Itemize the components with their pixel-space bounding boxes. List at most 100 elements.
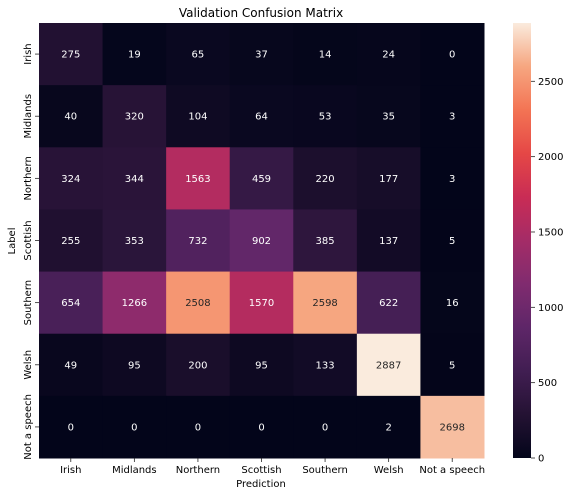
- cell-value-label: 220: [316, 174, 335, 185]
- colorbar: [513, 23, 531, 458]
- heatmap-cell: [420, 147, 485, 210]
- heatmap-cell: [166, 395, 231, 459]
- heatmap-cell: [420, 271, 485, 335]
- heatmap-cell: [293, 147, 358, 210]
- heatmap-cell: [293, 395, 358, 459]
- cell-value-label: 49: [64, 360, 77, 371]
- cell-value-label: 104: [188, 112, 207, 123]
- cell-value-label: 14: [319, 50, 332, 61]
- y-tick-label: Not a speech: [23, 394, 34, 460]
- x-tick-label: Northern: [176, 465, 220, 476]
- cell-value-label: 0: [131, 422, 137, 433]
- heatmap-cell: [102, 333, 167, 397]
- heatmap-cell: [39, 395, 104, 459]
- cell-value-label: 902: [252, 236, 271, 247]
- chart-title: Validation Confusion Matrix: [179, 6, 343, 20]
- heatmap-cell: [102, 271, 167, 335]
- cell-value-label: 35: [382, 112, 395, 123]
- cell-value-label: 1563: [185, 174, 210, 185]
- heatmap-cell: [102, 395, 167, 459]
- heatmap-cell: [39, 147, 104, 210]
- y-tick-labels: Irish Midlands Northern Scottish Southern Wel…: [23, 43, 39, 460]
- cell-value-label: 2598: [312, 298, 337, 309]
- cell-value-label: 40: [64, 112, 77, 123]
- x-tick-labels: Irish Midlands Northern Scottish Southern Wel…: [60, 458, 485, 476]
- heatmap-cell: [229, 85, 294, 148]
- heatmap-cell: [356, 147, 421, 210]
- cell-value-label: 0: [195, 422, 201, 433]
- heatmap-cell: [356, 209, 421, 273]
- cell-value-label: 344: [125, 174, 144, 185]
- y-tick-label: Irish: [23, 43, 34, 64]
- heatmap-cell: [356, 23, 421, 86]
- y-tick-label: Welsh: [23, 350, 34, 380]
- cell-value-label: 95: [128, 360, 141, 371]
- heatmap-cell: [356, 271, 421, 335]
- heatmap-cell: [356, 333, 421, 397]
- cell-value-label: 24: [382, 50, 395, 61]
- heatmap-cell: [102, 147, 167, 210]
- cell-value-label: 2698: [439, 422, 464, 433]
- cell-value-label: 1570: [249, 298, 274, 309]
- heatmap-cell: [356, 85, 421, 148]
- heatmap-cell: [293, 333, 358, 397]
- cell-value-label: 0: [258, 422, 264, 433]
- x-tick-label: Welsh: [374, 465, 404, 476]
- heatmap-cell: [166, 271, 231, 335]
- cell-value-label: 5: [449, 360, 455, 371]
- heatmap-cell: [39, 271, 104, 335]
- y-tick-label: Northern: [23, 156, 34, 200]
- cell-value-label: 19: [128, 50, 141, 61]
- heatmap-cell: [102, 209, 167, 273]
- cell-value-label: 2887: [376, 360, 401, 371]
- cell-value-label: 3: [449, 112, 455, 123]
- colorbar-tick-label: 500: [538, 378, 557, 389]
- cell-value-label: 0: [68, 422, 74, 433]
- cell-value-label: 64: [255, 112, 268, 123]
- colorbar-tick-label: 1000: [538, 303, 563, 314]
- y-tick-label: Midlands: [23, 94, 34, 139]
- x-tick-label: Midlands: [112, 465, 157, 476]
- heatmap-cell: [166, 333, 231, 397]
- cell-value-label: 459: [252, 174, 271, 185]
- heatmap-cell: [229, 271, 294, 335]
- y-axis-label: Label: [7, 228, 18, 255]
- cell-value-label: 177: [379, 174, 398, 185]
- cell-value-label: 324: [61, 174, 80, 185]
- heatmap-cell: [102, 23, 167, 86]
- cell-value-label: 654: [61, 298, 80, 309]
- heatmap-cell: [166, 85, 231, 148]
- cell-value-label: 133: [316, 360, 335, 371]
- cell-value-label: 137: [379, 236, 398, 247]
- heatmap-cell: [293, 85, 358, 148]
- colorbar-tick-label: 2500: [538, 77, 563, 88]
- heatmap-cell: [229, 209, 294, 273]
- heatmap-cell: [420, 395, 485, 459]
- x-tick-label: Not a speech: [419, 465, 485, 476]
- cell-value-label: 200: [188, 360, 207, 371]
- heatmap-cell: [229, 147, 294, 210]
- cell-value-label: 53: [319, 112, 332, 123]
- x-axis-label: Prediction: [236, 479, 286, 490]
- cell-value-label: 2: [385, 422, 391, 433]
- cell-value-label: 622: [379, 298, 398, 309]
- heatmap-cell: [293, 209, 358, 273]
- x-tick-label: Irish: [60, 465, 81, 476]
- cell-value-label: 37: [255, 50, 268, 61]
- heatmap-cell: [166, 147, 231, 210]
- heatmap-cell: [166, 209, 231, 273]
- heatmap-cell: [293, 23, 358, 86]
- heatmap-cell: [420, 85, 485, 148]
- heatmap-cell: [39, 85, 104, 148]
- heatmap-cell: [102, 85, 167, 148]
- heatmap-cell: [166, 23, 231, 86]
- x-tick-label: Scottish: [241, 465, 281, 476]
- cell-value-label: 2508: [185, 298, 210, 309]
- cell-value-label: 1266: [122, 298, 147, 309]
- y-tick-label: Southern: [23, 280, 34, 326]
- cell-value-label: 65: [192, 50, 205, 61]
- cell-value-label: 385: [316, 236, 335, 247]
- colorbar-tick-label: 0: [538, 454, 544, 465]
